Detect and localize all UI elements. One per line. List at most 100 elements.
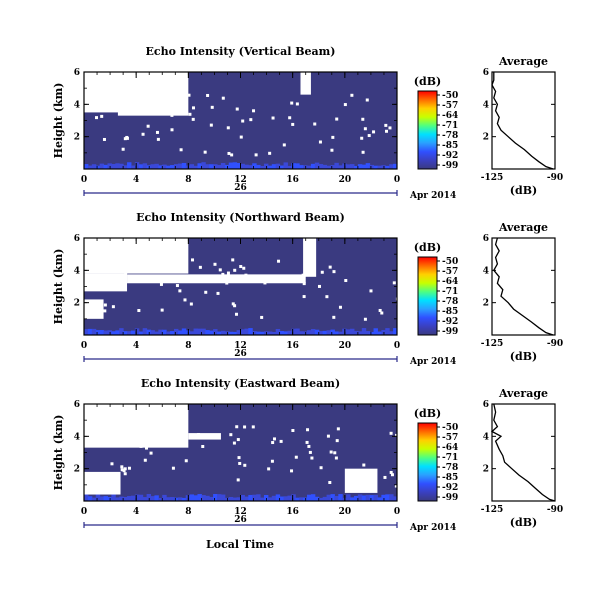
x-tick-label: 0 bbox=[394, 341, 400, 351]
colorbar-tick-label: -64 bbox=[442, 443, 458, 453]
x-tick-label: 16 bbox=[286, 341, 299, 351]
y-axis: 6 4 2 bbox=[74, 68, 397, 170]
y-tick-label: 2 bbox=[74, 133, 80, 143]
x-tick-label: 4 bbox=[133, 507, 139, 517]
x-tick-label: 8 bbox=[185, 507, 191, 517]
average-title: Average bbox=[498, 387, 548, 400]
average-x-tick-label: -125 bbox=[481, 505, 504, 515]
average-y-tick-label: 2 bbox=[483, 465, 489, 475]
average-x-label: (dB) bbox=[510, 350, 537, 363]
average-x-tick-label: -125 bbox=[481, 339, 504, 349]
date-axis: 26 Apr 2014 bbox=[83, 183, 456, 201]
date-axis: 26 Apr 2014 bbox=[83, 349, 456, 367]
colorbar-tick-label: -92 bbox=[442, 151, 458, 161]
average-y-tick-label: 6 bbox=[483, 234, 489, 244]
no-data-region bbox=[303, 238, 317, 277]
average-x-tick-label: -125 bbox=[481, 173, 504, 183]
x-tick-label: 4 bbox=[133, 175, 139, 185]
chart-panel-0: Echo Intensity (Vertical Beam)0 4 8 12 16 20 0… bbox=[52, 45, 563, 201]
colorbar-tick-label: -64 bbox=[442, 277, 458, 287]
date-suffix: Apr 2014 bbox=[409, 523, 456, 533]
no-data-region bbox=[84, 471, 121, 495]
colorbar-tick-label: -85 bbox=[442, 141, 458, 151]
x-tick-label: 16 bbox=[286, 175, 299, 185]
heatmap bbox=[84, 238, 397, 335]
colorbar-tick-label: -64 bbox=[442, 111, 458, 121]
average-profile-line bbox=[493, 237, 554, 336]
colorbar-tick-label: -99 bbox=[442, 161, 458, 171]
y-tick-label: 6 bbox=[74, 400, 80, 410]
date-label: 26 bbox=[234, 349, 247, 359]
colorbar-swatch bbox=[417, 256, 438, 336]
heatmap bbox=[84, 404, 397, 501]
colorbar-unit: (dB) bbox=[414, 75, 441, 88]
average-x-tick-label: -90 bbox=[547, 173, 563, 183]
colorbar: (dB)-50-57-64-71-78-85-92-99 bbox=[414, 241, 458, 337]
average-y-tick-label: 2 bbox=[483, 133, 489, 143]
date-suffix: Apr 2014 bbox=[409, 357, 456, 367]
colorbar-tick-label: -92 bbox=[442, 483, 458, 493]
average-y-tick-label: 4 bbox=[483, 432, 489, 442]
colorbar-tick-label: -71 bbox=[442, 453, 458, 463]
y-tick-label: 4 bbox=[74, 432, 80, 442]
colorbar: (dB)-50-57-64-71-78-85-92-99 bbox=[414, 407, 458, 503]
average-x-label: (dB) bbox=[510, 184, 537, 197]
y-tick-label: 4 bbox=[74, 266, 80, 276]
no-data-region bbox=[127, 274, 306, 284]
colorbar-tick-label: -71 bbox=[442, 287, 458, 297]
x-tick-label: 0 bbox=[394, 175, 400, 185]
colorbar-tick-label: -85 bbox=[442, 307, 458, 317]
colorbar-tick-label: -57 bbox=[442, 101, 458, 111]
no-data-region bbox=[84, 273, 128, 292]
colorbar-tick-label: -50 bbox=[442, 423, 458, 433]
y-axis-label: Height (km) bbox=[52, 249, 65, 325]
chart-panel-2: Echo Intensity (Eastward Beam)0 4 8 12 16 20 0… bbox=[52, 377, 563, 533]
date-axis: 26 Apr 2014 bbox=[83, 515, 456, 533]
chart-panel-1: Echo Intensity (Northward Beam)0 4 8 12 16 20… bbox=[52, 211, 563, 367]
colorbar-tick-label: -99 bbox=[442, 493, 458, 503]
chart-title: Echo Intensity (Northward Beam) bbox=[136, 211, 345, 224]
average-profile: Average 6 4 2 -125 -90 (dB) bbox=[481, 55, 563, 197]
average-title: Average bbox=[498, 221, 548, 234]
colorbar-unit: (dB) bbox=[414, 407, 441, 420]
average-profile-line bbox=[490, 403, 556, 502]
x-axis: 0 4 8 12 16 20 0 bbox=[81, 72, 400, 185]
x-tick-label: 12 bbox=[234, 175, 247, 185]
x-tick-label: 0 bbox=[394, 507, 400, 517]
x-tick-label: 20 bbox=[339, 175, 352, 185]
average-x-tick-label: -90 bbox=[547, 339, 563, 349]
no-data-region bbox=[84, 299, 104, 319]
heatmap-speckle bbox=[95, 93, 392, 157]
no-data-region bbox=[84, 404, 189, 448]
date-label: 26 bbox=[234, 515, 247, 525]
y-tick-label: 6 bbox=[74, 234, 80, 244]
colorbar-tick-label: -99 bbox=[442, 327, 458, 337]
y-axis-label: Height (km) bbox=[52, 415, 65, 491]
x-tick-label: 0 bbox=[81, 175, 87, 185]
average-frame bbox=[491, 71, 556, 170]
y-tick-label: 2 bbox=[74, 465, 80, 475]
y-axis-label: Height (km) bbox=[52, 83, 65, 159]
date-label: 26 bbox=[234, 183, 247, 193]
x-axis: 0 4 8 12 16 20 0 bbox=[81, 238, 400, 351]
colorbar-swatch bbox=[417, 90, 438, 170]
x-tick-label: 20 bbox=[339, 341, 352, 351]
y-axis: 6 4 2 bbox=[74, 400, 397, 502]
average-frame bbox=[491, 237, 556, 336]
average-profile-line bbox=[491, 72, 554, 170]
chart-title: Echo Intensity (Eastward Beam) bbox=[141, 377, 340, 390]
average-x-tick-label: -90 bbox=[547, 505, 563, 515]
y-tick-label: 4 bbox=[74, 100, 80, 110]
average-frame bbox=[491, 403, 556, 502]
average-y-tick-label: 4 bbox=[483, 266, 489, 276]
x-axis-label: Local Time bbox=[206, 538, 274, 551]
x-tick-label: 12 bbox=[234, 507, 247, 517]
colorbar-tick-label: -50 bbox=[442, 257, 458, 267]
no-data-region bbox=[117, 111, 189, 116]
no-data-region bbox=[188, 433, 221, 440]
average-y-tick-label: 6 bbox=[483, 68, 489, 78]
average-profile: Average 6 4 2 -125 -90 (dB) bbox=[481, 387, 563, 529]
colorbar-tick-label: -57 bbox=[442, 433, 458, 443]
y-tick-label: 2 bbox=[74, 299, 80, 309]
